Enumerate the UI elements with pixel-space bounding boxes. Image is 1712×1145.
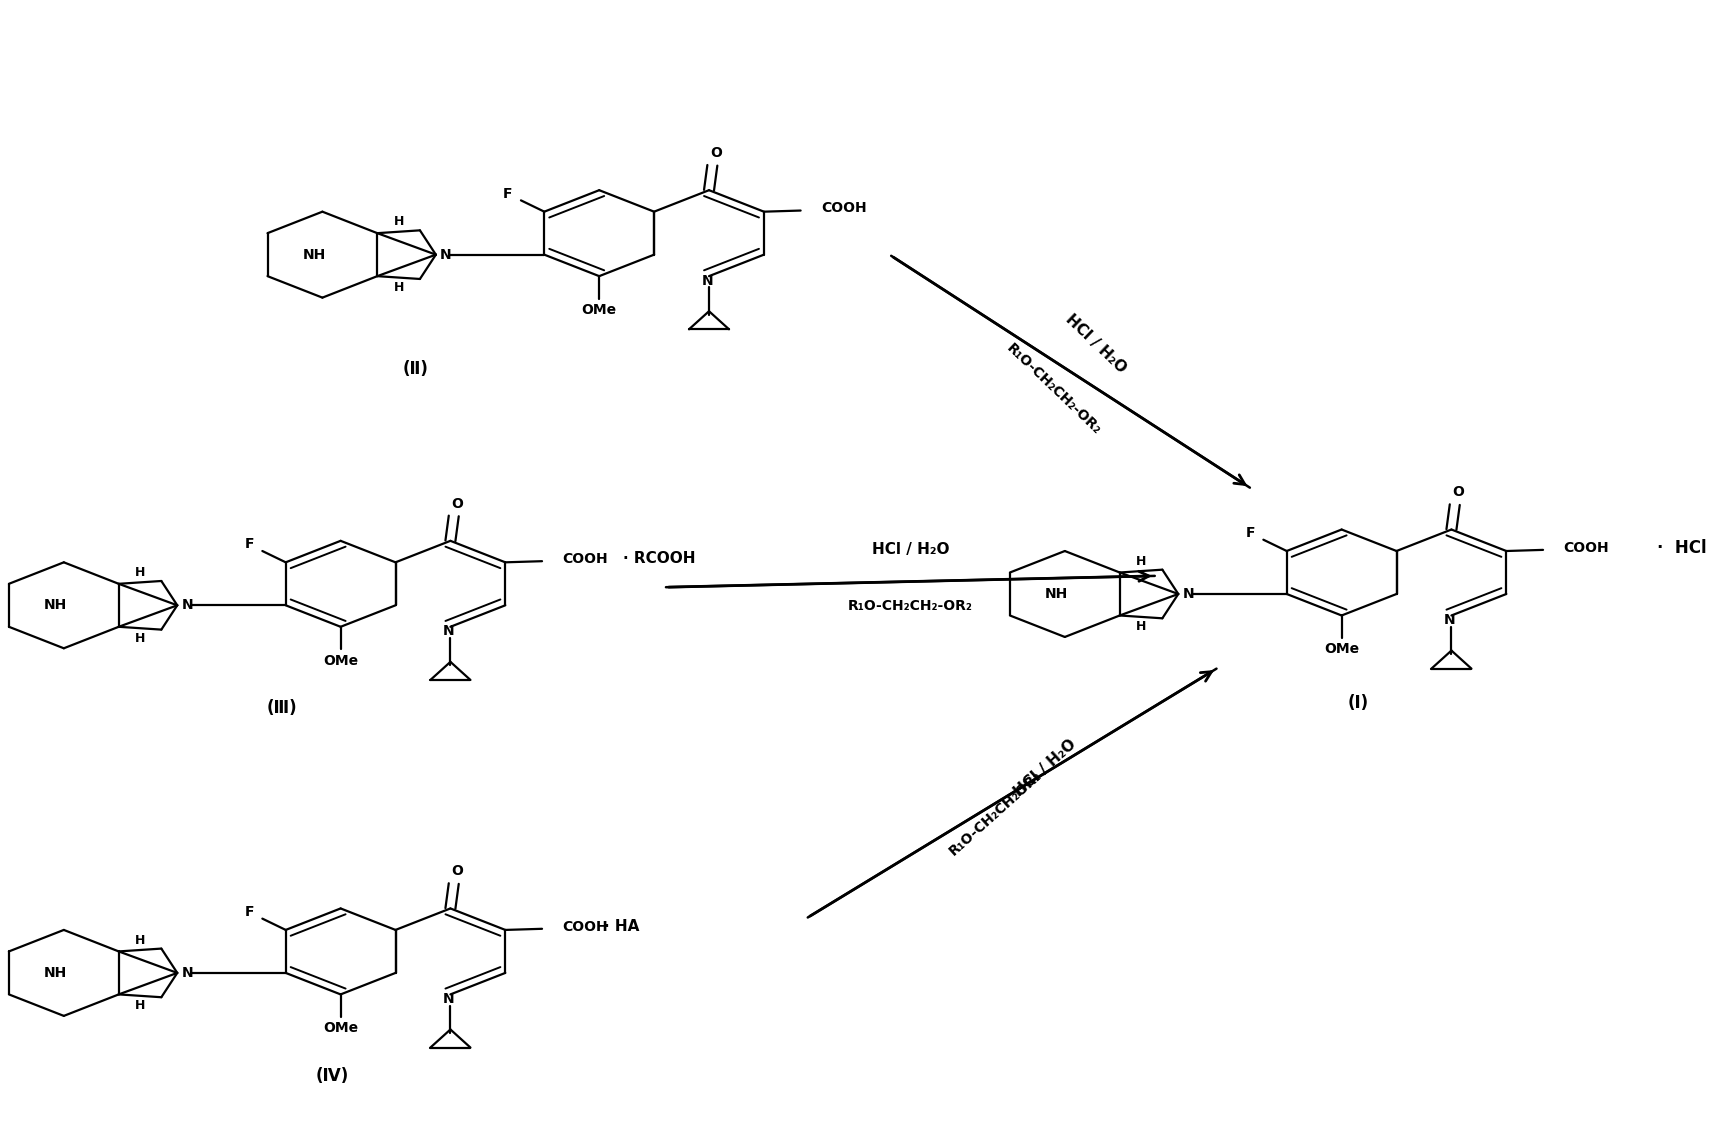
Text: N: N [440,247,452,262]
Text: N: N [1443,613,1455,627]
Text: NH: NH [45,599,67,613]
Text: NH: NH [1044,587,1068,601]
Text: H: H [135,632,146,645]
Text: OMe: OMe [324,654,358,668]
Text: H: H [1137,554,1147,568]
Text: O: O [710,145,722,160]
Text: ·  HCl: · HCl [1657,538,1707,556]
Text: OMe: OMe [324,1021,358,1035]
Text: F: F [245,537,253,551]
Text: HCl / H₂O: HCl / H₂O [871,543,948,558]
Text: R₁O-CH₂CH₂-OR₂: R₁O-CH₂CH₂-OR₂ [847,600,972,614]
Text: COOH: COOH [822,202,866,215]
Text: (Ⅰ): (Ⅰ) [1347,694,1370,711]
Text: F: F [1245,526,1255,540]
Text: O: O [452,497,462,511]
Text: COOH: COOH [563,919,608,933]
Text: NH: NH [303,247,325,262]
Text: · HA: · HA [604,919,640,934]
Text: OMe: OMe [1323,642,1359,656]
Text: HCl / H₂O: HCl / H₂O [1063,311,1128,376]
Text: H: H [135,933,146,947]
Text: H: H [135,566,146,579]
Text: O: O [452,864,462,878]
Text: (Ⅲ): (Ⅲ) [267,700,298,717]
Text: COOH: COOH [1563,540,1609,554]
Text: R₁O-CH₂CH₂-OR₂: R₁O-CH₂CH₂-OR₂ [1003,340,1104,437]
Text: F: F [245,905,253,918]
Text: HCl / H₂O: HCl / H₂O [1012,736,1079,799]
Text: N: N [1183,587,1193,601]
Text: N: N [443,992,455,1006]
Text: NH: NH [45,966,67,980]
Text: (Ⅱ): (Ⅱ) [402,360,428,378]
Text: (Ⅳ): (Ⅳ) [315,1067,349,1084]
Text: OMe: OMe [582,303,616,317]
Text: N: N [702,274,714,287]
Text: H: H [394,281,404,294]
Text: O: O [1452,485,1464,499]
Text: COOH: COOH [563,552,608,566]
Text: H: H [135,1000,146,1012]
Text: N: N [181,966,193,980]
Text: H: H [394,215,404,228]
Text: · RCOOH: · RCOOH [623,552,695,567]
Text: N: N [443,624,455,638]
Text: H: H [1137,621,1147,633]
Text: F: F [503,187,512,200]
Text: R₁O-CH₂CH₂OR₂: R₁O-CH₂CH₂OR₂ [947,768,1044,859]
Text: N: N [181,599,193,613]
